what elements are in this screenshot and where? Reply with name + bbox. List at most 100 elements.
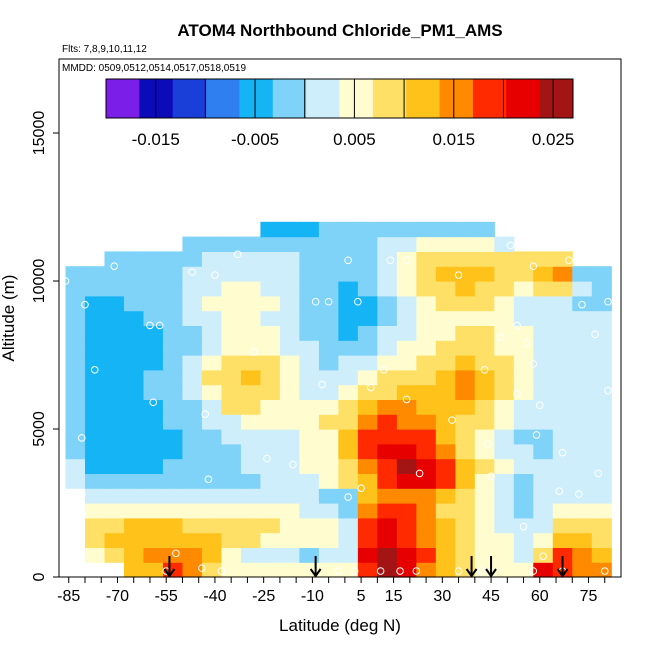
field-cell (591, 355, 612, 371)
field-cell (474, 221, 495, 238)
observation-point (324, 297, 333, 306)
colorbar-tick-label: -0.005 (231, 130, 279, 149)
field-cell (104, 443, 125, 460)
field-cell (104, 369, 125, 386)
observation-point (90, 366, 99, 374)
field-cell (104, 251, 125, 267)
x-tick-label: 60 (531, 588, 549, 605)
observation-point (529, 567, 538, 575)
field-cell (572, 266, 593, 282)
field-cell (435, 236, 456, 252)
field-cell (416, 340, 437, 356)
field-cell (357, 325, 378, 341)
field-cell (533, 399, 554, 415)
field-cell (455, 458, 476, 474)
field-cell (299, 473, 320, 489)
field-cell (143, 369, 164, 386)
field-cell (416, 281, 437, 297)
field-cell (338, 325, 359, 341)
field-cell (104, 458, 125, 474)
field-cell (260, 251, 281, 267)
field-cell (182, 399, 203, 415)
field-cell (474, 236, 495, 252)
field-cell (513, 281, 534, 297)
field-cell (396, 547, 417, 563)
observation-point (565, 256, 573, 265)
field-cell (416, 532, 437, 548)
field-cell (513, 295, 534, 312)
field-cell (338, 503, 359, 519)
field-cell (494, 399, 515, 415)
field-cell (552, 399, 573, 415)
observation-point (263, 454, 271, 463)
observation-point (487, 472, 495, 481)
flights-text: Flts: 7,8,9,10,11,12 (62, 44, 147, 55)
field-cell (455, 488, 476, 504)
field-cell (377, 443, 398, 460)
field-cell (552, 414, 573, 430)
field-cell (221, 355, 242, 371)
field-cell (318, 547, 339, 563)
field-cell (377, 221, 398, 238)
field-cell (123, 532, 145, 548)
field-cell (377, 355, 398, 371)
x-tick-label: 45 (482, 588, 500, 605)
field-cell (591, 458, 612, 474)
field-cell (396, 355, 417, 371)
field-cell (123, 266, 145, 282)
field-cell (162, 399, 184, 415)
y-tick-label: 10000 (31, 259, 48, 304)
field-cell (396, 310, 417, 326)
flight-arrow (163, 556, 176, 578)
field-cell (240, 429, 262, 445)
field-cell (533, 458, 554, 474)
field-cell (396, 399, 417, 415)
field-cell (260, 310, 281, 326)
field-cell (377, 236, 398, 252)
field-cell (143, 266, 164, 282)
x-tick-label: -70 (106, 588, 129, 605)
field-cell (279, 547, 300, 563)
observation-point (415, 469, 424, 478)
field-cell (357, 251, 378, 267)
field-cell (201, 458, 223, 474)
field-cell (357, 221, 378, 238)
observation-point (311, 297, 320, 306)
field-cell (279, 399, 300, 415)
field-cell (591, 266, 612, 282)
field-cell (513, 503, 534, 519)
field-cell (201, 355, 223, 371)
observation-point (594, 469, 603, 478)
field-cell (435, 517, 456, 534)
field-cell (338, 221, 359, 238)
field-cell (357, 443, 378, 460)
field-cell (240, 369, 262, 386)
field-cell (513, 517, 534, 534)
field-cell (377, 473, 398, 489)
observation-point (110, 262, 119, 271)
field-cell (104, 295, 125, 312)
colorbar-swatch (239, 79, 274, 118)
field-cell (533, 281, 554, 297)
field-cell (552, 310, 573, 326)
field-cell (533, 295, 554, 312)
field-cell (455, 251, 476, 267)
field-cell (201, 562, 223, 578)
arrow-layer (163, 556, 569, 578)
field-cell (240, 414, 262, 430)
field-cell (182, 517, 203, 534)
field-cell (260, 458, 281, 474)
field-cell (435, 221, 456, 238)
arrow-head (163, 568, 176, 578)
field-cell (474, 295, 495, 312)
field-cell (201, 488, 223, 504)
field-cell (240, 399, 262, 415)
colorbar-swatch (139, 79, 174, 118)
field-cell (416, 236, 437, 252)
observation-point (604, 386, 612, 395)
field-cell (162, 295, 184, 312)
observation-point (188, 268, 196, 276)
field-cell (377, 295, 398, 312)
y-axis-label: Altitude (m) (0, 275, 18, 362)
field-cell (455, 443, 476, 460)
